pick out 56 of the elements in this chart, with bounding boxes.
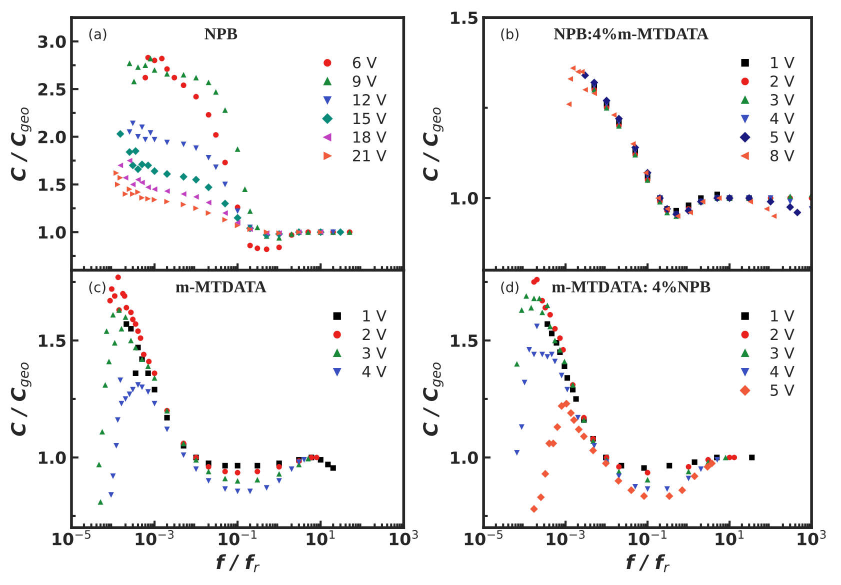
legend-label: 15 V bbox=[354, 112, 386, 124]
x-tick-label: 10$^{−1}$ bbox=[628, 530, 666, 546]
x-tick-label: 10$^{−3}$ bbox=[546, 530, 585, 546]
chart-title: NPB:4%m-MTDATA bbox=[554, 28, 709, 40]
legend-label: 4 V bbox=[770, 112, 794, 124]
legend-label: 2 V bbox=[770, 328, 794, 340]
y-tick-label: 2.5 bbox=[38, 83, 66, 96]
legend-label: 18 V bbox=[354, 131, 386, 143]
x-axis-title: f / f$_{r}$ bbox=[216, 554, 260, 572]
chart-title: NPB bbox=[204, 28, 238, 40]
legend-label: 5 V bbox=[770, 131, 794, 143]
annotation: (c) bbox=[89, 282, 106, 294]
legend-label: 4 V bbox=[770, 366, 794, 378]
x-tick-label: 10$^{−1}$ bbox=[218, 530, 256, 546]
y-tick-label: 3.0 bbox=[38, 35, 66, 48]
legend-label: 3 V bbox=[770, 94, 794, 106]
legend-label: 9 V bbox=[352, 75, 377, 88]
x-tick-label: 10$^{1}$ bbox=[306, 530, 335, 546]
x-tick-label: 10$^{3}$ bbox=[390, 530, 418, 546]
legend-label: 21 V bbox=[352, 150, 386, 162]
chart-title: m-MTDATA: 4%NPB bbox=[552, 281, 710, 293]
y-tick-label: 1.0 bbox=[38, 226, 66, 239]
annotation: (a) bbox=[89, 28, 106, 41]
y-tick-label: 1.5 bbox=[38, 334, 66, 348]
annotation: (d) bbox=[501, 282, 518, 294]
y-tick-label: 1.0 bbox=[38, 451, 66, 464]
x-axis-title: f / f$_{r}$ bbox=[626, 554, 670, 572]
x-tick-label: 10$^{3}$ bbox=[798, 530, 826, 546]
legend-label: 3 V bbox=[770, 347, 794, 359]
legend-label: 6 V bbox=[352, 56, 377, 68]
legend-label: 4 V bbox=[362, 366, 386, 378]
x-tick-label: 10$^{−3}$ bbox=[136, 530, 174, 546]
y-tick-label: 1.5 bbox=[38, 178, 66, 192]
y-tick-label: 1.0 bbox=[451, 192, 478, 205]
y-axis-title: C / C$_{geo}$ bbox=[423, 362, 444, 436]
y-tick-label: 1.5 bbox=[451, 334, 478, 348]
legend-label: 2 V bbox=[362, 328, 386, 340]
legend-label: 1 V bbox=[771, 57, 794, 68]
y-tick-label: 1.5 bbox=[451, 12, 478, 24]
legend-label: 12 V bbox=[354, 94, 386, 106]
legend-label: 8 V bbox=[770, 150, 794, 162]
legend-label: 3 V bbox=[362, 347, 386, 359]
legend-label: 2 V bbox=[770, 75, 794, 87]
annotation: (b) bbox=[501, 28, 518, 41]
y-tick-label: 1.0 bbox=[451, 451, 478, 464]
x-tick-label: 10$^{−5}$ bbox=[52, 530, 90, 546]
y-axis-title: C / C$_{geo}$ bbox=[10, 107, 32, 181]
y-tick-label: 2.0 bbox=[38, 130, 66, 144]
x-tick-label: 10$^{1}$ bbox=[716, 530, 744, 546]
y-axis-title: C / C$_{geo}$ bbox=[10, 362, 32, 436]
legend-label: 5 V bbox=[770, 384, 794, 396]
y-axis-title: C / C$_{geo}$ bbox=[423, 107, 444, 181]
legend-label: 1 V bbox=[363, 310, 386, 322]
x-tick-label: 10$^{−5}$ bbox=[464, 530, 503, 546]
chart-title: m-MTDATA bbox=[176, 281, 266, 292]
legend-label: 1 V bbox=[771, 310, 794, 322]
